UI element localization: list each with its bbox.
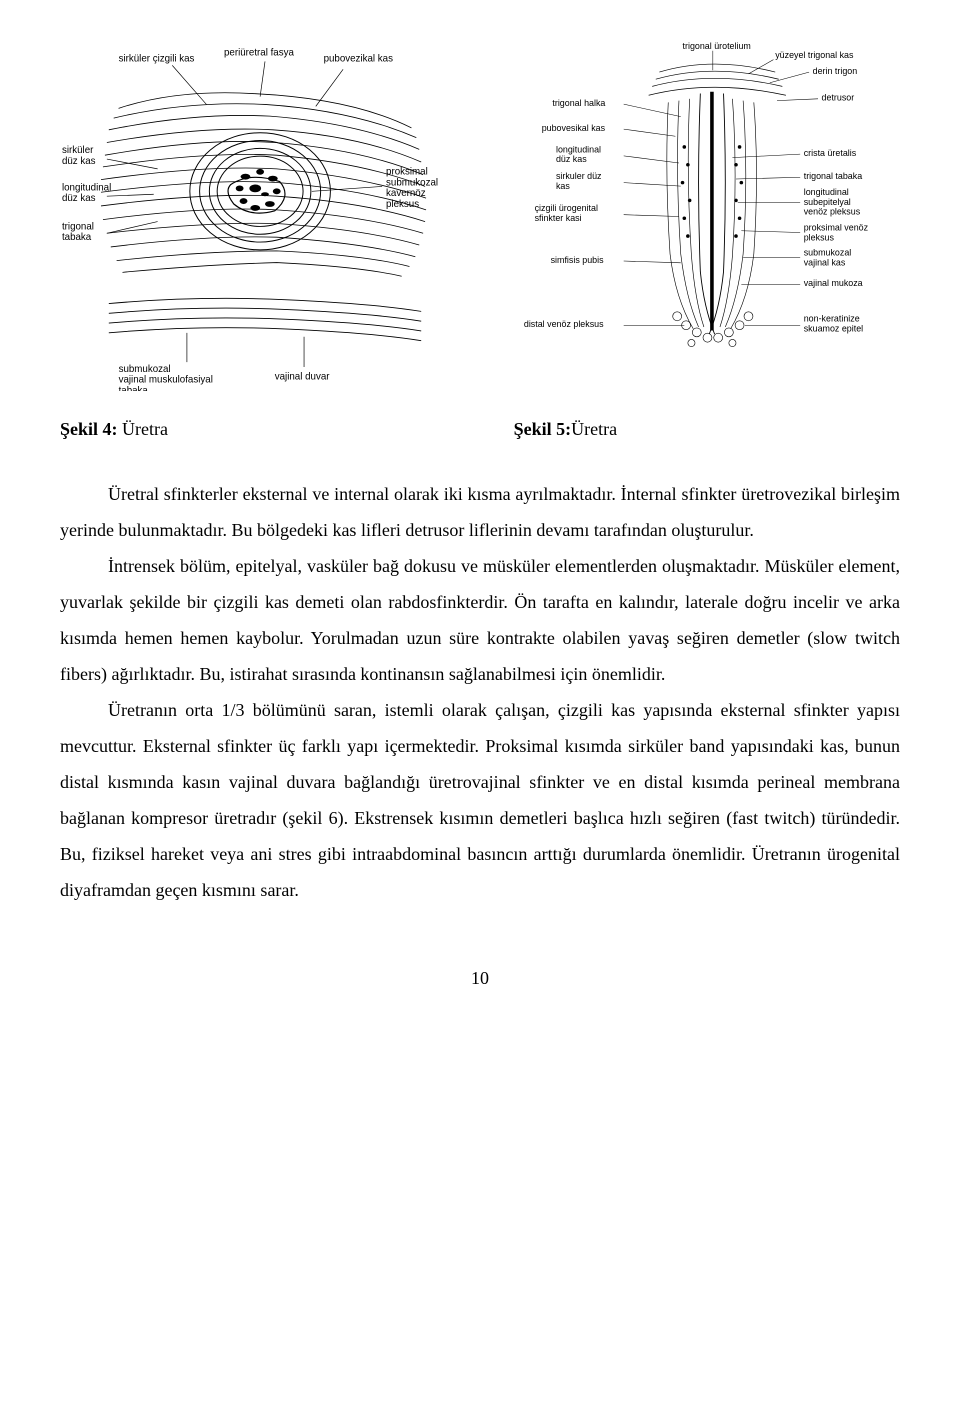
label-yuzeyel-trigonal: yüzeyel trigonal kas — [775, 50, 854, 60]
label-trigonal-urotelium: trigonal ürotelium — [683, 41, 751, 51]
label-trigonal-halka: trigonal halka — [552, 98, 605, 108]
page-number: 10 — [60, 968, 900, 989]
label-simfisis-pubis: simfisis pubis — [551, 255, 605, 265]
svg-text:proksimalsubmukozalkavernözple: proksimalsubmukozalkavernözpleksus — [386, 167, 438, 210]
label-trigonal-tabaka-r: trigonal tabaka — [804, 171, 862, 181]
caption-figure-4: Şekil 4: Üretra — [60, 419, 446, 440]
svg-text:proksimal venözpleksus: proksimal venözpleksus — [804, 223, 869, 243]
svg-text:non-keratinizeskuamoz epitel: non-keratinizeskuamoz epitel — [804, 314, 863, 334]
label-detrusor: detrusor — [822, 93, 855, 103]
label-vajinal-mukoza: vajinal mukoza — [804, 278, 863, 288]
figure-4-urethra-cross-section: sirküler çizgili kas periüretral fasya p… — [60, 40, 470, 391]
svg-text:longitudinaldüz kas: longitudinaldüz kas — [62, 182, 111, 204]
svg-text:submukozalvajinal kas: submukozalvajinal kas — [804, 248, 852, 268]
caption-figure-5: Şekil 5:Üretra — [514, 419, 900, 440]
label-derin-trigon: derin trigon — [813, 66, 858, 76]
svg-text:çizgili ürogenitalsfinkter kas: çizgili ürogenitalsfinkter kasi — [535, 203, 598, 223]
figure-5-urethra-longitudinal: trigonal ürotelium yüzeyel trigonal kas … — [490, 40, 900, 391]
caption-5-text: Üretra — [571, 419, 617, 439]
paragraph-1: Üretral sfinkterler eksternal ve interna… — [60, 476, 900, 548]
figures-row: sirküler çizgili kas periüretral fasya p… — [60, 40, 900, 391]
figure-5-svg: trigonal ürotelium yüzeyel trigonal kas … — [490, 40, 900, 361]
paragraph-3: Üretranın orta 1/3 bölümünü saran, istem… — [60, 692, 900, 908]
captions-row: Şekil 4: Üretra Şekil 5:Üretra — [60, 419, 900, 440]
svg-text:longitudinalsubepitelyalvenöz: longitudinalsubepitelyalvenöz pleksus — [804, 187, 861, 217]
svg-text:sirkülerdüz kas: sirkülerdüz kas — [62, 145, 96, 167]
paragraph-2: İntrensek bölüm, epitelyal, vasküler bağ… — [60, 548, 900, 692]
caption-5-bold: Şekil 5: — [514, 419, 572, 439]
figure-4-svg: sirküler çizgili kas periüretral fasya p… — [60, 40, 470, 391]
caption-4-bold: Şekil 4: — [60, 419, 118, 439]
label-vajinal-duvar: vajinal duvar — [275, 372, 330, 383]
caption-4-text: Üretra — [118, 419, 168, 439]
body-text: Üretral sfinkterler eksternal ve interna… — [60, 476, 900, 908]
svg-text:pubovezikal kas: pubovezikal kas — [324, 53, 393, 64]
label-pubovesikal-kas-r: pubovesikal kas — [542, 123, 606, 133]
svg-text:longitudinaldüz kas: longitudinaldüz kas — [556, 144, 601, 164]
svg-text:sirkuler düzkas: sirkuler düzkas — [556, 171, 602, 191]
label-crista-uretalis: crista üretalis — [804, 148, 857, 158]
label-distal-venoz: distal venöz pleksus — [524, 319, 604, 329]
label-pubovezikal-kas: pubovezikal kas — [324, 53, 393, 64]
label-periuretral-fasya: periüretral fasya — [224, 48, 294, 59]
svg-text:trigonaltabaka: trigonaltabaka — [62, 221, 94, 243]
svg-text:submukozalvajinal muskulofasiy: submukozalvajinal muskulofasiyaltabaka — [119, 364, 213, 392]
label-sirkuler-cizgili-kas: sirküler çizgili kas — [119, 53, 195, 64]
